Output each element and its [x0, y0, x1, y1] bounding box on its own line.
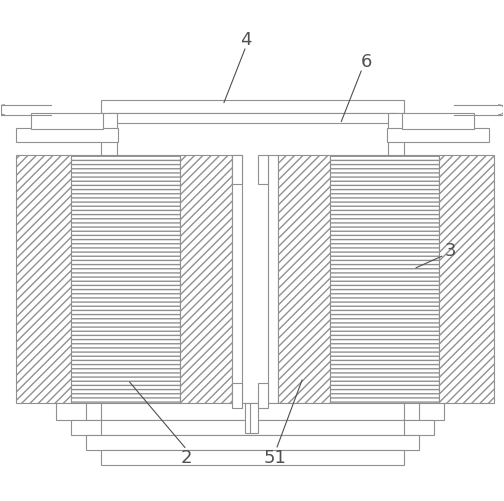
Bar — [232, 155, 242, 403]
Bar — [101, 450, 404, 465]
Text: 6: 6 — [360, 53, 372, 71]
Bar — [71, 420, 434, 435]
Bar — [250, 403, 258, 433]
Bar — [180, 155, 232, 403]
Bar — [402, 114, 474, 129]
Bar — [31, 114, 103, 129]
Bar — [439, 155, 493, 403]
Bar — [330, 155, 439, 403]
Bar — [278, 155, 330, 403]
Bar — [16, 128, 118, 142]
Bar — [86, 435, 419, 450]
Bar — [388, 114, 404, 155]
Bar — [109, 114, 396, 123]
Text: 3: 3 — [444, 241, 456, 260]
Bar — [232, 383, 242, 408]
Bar — [101, 101, 404, 114]
Bar — [387, 128, 489, 142]
Text: 2: 2 — [181, 448, 193, 466]
Bar — [56, 403, 444, 420]
Bar — [16, 155, 71, 403]
Bar — [258, 155, 268, 185]
Text: 4: 4 — [240, 31, 251, 49]
Bar — [245, 403, 253, 433]
Bar — [101, 114, 117, 155]
Bar — [232, 155, 242, 185]
Bar — [258, 383, 268, 408]
Bar — [71, 155, 180, 403]
Text: 51: 51 — [263, 448, 286, 466]
Bar — [268, 155, 278, 403]
